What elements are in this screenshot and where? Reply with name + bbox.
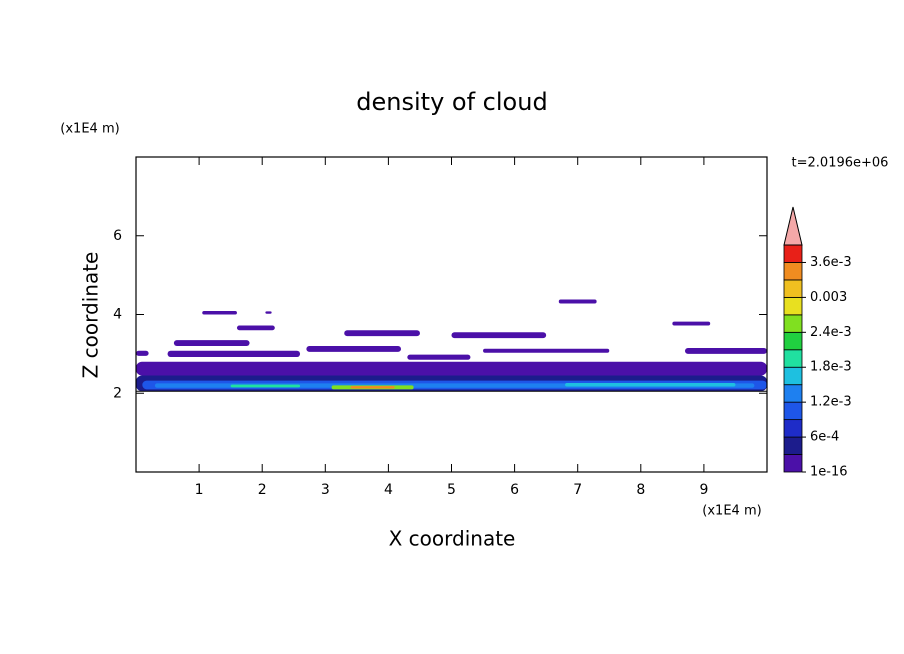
- colorbar-label: 3.6e-3: [810, 255, 852, 270]
- contour-region: [344, 330, 420, 337]
- annotation: t=2.0196e+06: [792, 156, 889, 171]
- contour-region: [350, 386, 395, 389]
- x-tick-label: 1: [195, 482, 204, 498]
- contour-region: [136, 350, 149, 356]
- colorbar-band: [783, 279, 803, 298]
- colorbar-extend: [783, 206, 803, 246]
- contour-region: [451, 332, 547, 339]
- colorbar-label: 6e-4: [810, 430, 839, 445]
- colorbar-label: 2.4e-3: [810, 325, 852, 340]
- y-unit: (x1E4 m): [60, 122, 119, 137]
- contour-region: [236, 325, 275, 331]
- colorbar-band: [783, 314, 803, 333]
- contour-region: [173, 340, 250, 346]
- contour-region: [684, 347, 767, 354]
- y-tick-label: 6: [113, 228, 122, 244]
- contour-region: [483, 348, 610, 353]
- colorbar-label: 1.8e-3: [810, 360, 852, 375]
- colorbar-band: [783, 366, 803, 386]
- x-axis-label: X coordinate: [389, 527, 516, 551]
- colorbar-band: [783, 262, 803, 281]
- contour-region: [558, 299, 597, 304]
- x-tick-label: 7: [573, 482, 582, 498]
- y-tick-label: 2: [113, 385, 122, 401]
- contour-region: [565, 383, 736, 387]
- colorbar-band: [783, 296, 803, 316]
- contour-region: [306, 346, 402, 352]
- x-tick-label: 4: [384, 482, 393, 498]
- colorbar-band: [783, 331, 803, 351]
- colorbar-label: 0.003: [810, 290, 847, 305]
- contour-region: [265, 311, 272, 314]
- x-unit: (x1E4 m): [702, 504, 761, 519]
- contour-region: [230, 384, 301, 388]
- contour-region: [672, 321, 711, 326]
- contour-region: [407, 354, 471, 360]
- chart-title: density of cloud: [356, 88, 547, 116]
- y-tick-label: 4: [113, 307, 122, 323]
- x-tick-label: 9: [699, 482, 708, 498]
- colorbar-band: [783, 454, 803, 473]
- x-tick-label: 3: [321, 482, 330, 498]
- colorbar-band: [783, 384, 803, 403]
- colorbar-band: [783, 349, 803, 368]
- x-tick-label: 2: [258, 482, 267, 498]
- colorbar-label: 1.2e-3: [810, 395, 852, 410]
- colorbar-band: [783, 401, 803, 421]
- contour-region: [167, 350, 301, 358]
- contour-region: [136, 361, 767, 376]
- x-tick-label: 6: [510, 482, 519, 498]
- x-tick-label: 5: [447, 482, 456, 498]
- contour-region: [202, 310, 237, 315]
- colorbar-band: [783, 244, 803, 263]
- x-tick-label: 8: [636, 482, 645, 498]
- colorbar-band: [783, 419, 803, 438]
- colorbar-label: 1e-16: [810, 465, 848, 480]
- colorbar-band: [783, 436, 803, 455]
- y-axis-label: Z coordinate: [79, 252, 103, 379]
